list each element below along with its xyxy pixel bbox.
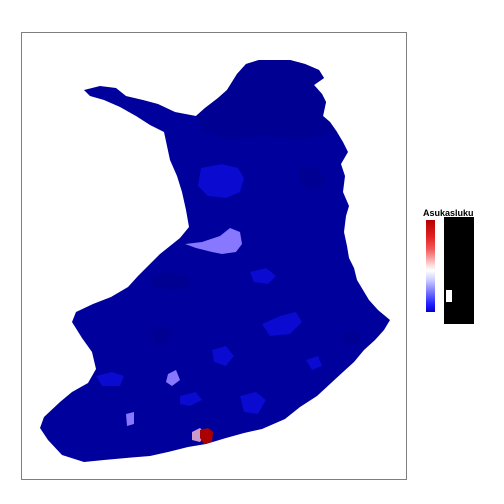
municipality-area-main xyxy=(40,60,390,462)
legend-label-notch xyxy=(446,290,452,302)
municipality-area-7 xyxy=(212,346,234,366)
municipality-area-capital xyxy=(200,428,213,444)
municipality-area-10 xyxy=(96,372,124,386)
municipality-area-6 xyxy=(250,268,276,284)
municipality-area-1 xyxy=(198,164,244,198)
legend-labels-block xyxy=(444,217,474,324)
country-shape xyxy=(40,60,390,462)
municipality-area-14 xyxy=(340,330,362,346)
municipality-area-5 xyxy=(262,312,302,336)
legend-title: Asukasluku xyxy=(423,208,474,218)
municipality-area-13 xyxy=(126,412,134,426)
municipality-area-12 xyxy=(180,392,202,406)
legend-colorbar xyxy=(426,220,435,312)
municipality-area-8 xyxy=(150,326,172,344)
municipality-area-11 xyxy=(240,392,266,414)
municipality-area-15 xyxy=(306,356,322,370)
municipality-area-9 xyxy=(166,370,180,386)
legend: Asukasluku xyxy=(422,208,502,324)
municipality-area-lapland xyxy=(196,60,337,140)
municipality-area-4 xyxy=(150,272,190,290)
municipality-area-2 xyxy=(300,166,326,190)
municipality-area-3 xyxy=(185,228,242,254)
